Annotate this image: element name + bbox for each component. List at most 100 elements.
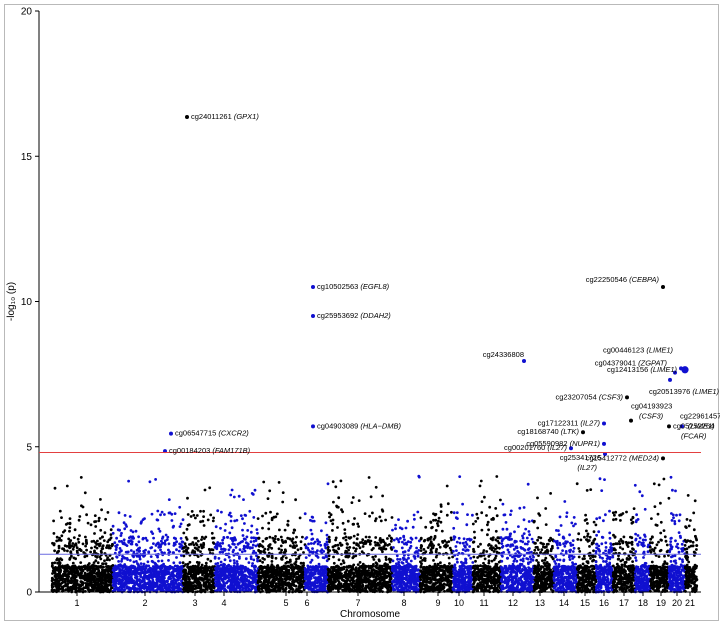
data-point xyxy=(283,565,286,569)
data-point xyxy=(92,561,96,564)
data-point xyxy=(242,579,246,583)
data-point xyxy=(74,575,78,579)
data-point xyxy=(138,587,142,591)
data-point xyxy=(403,538,406,542)
data-point xyxy=(158,566,162,570)
data-point xyxy=(332,565,335,569)
data-point xyxy=(86,521,90,525)
data-point xyxy=(171,525,175,529)
data-point xyxy=(249,588,253,592)
data-point xyxy=(113,581,116,585)
data-point xyxy=(114,564,117,568)
data-point xyxy=(402,535,406,539)
data-point xyxy=(223,584,226,587)
data-point xyxy=(66,582,70,586)
data-point xyxy=(224,522,228,526)
data-point xyxy=(151,560,155,564)
data-point xyxy=(241,588,244,592)
data-point xyxy=(258,559,262,563)
data-point xyxy=(295,535,298,539)
data-point xyxy=(232,571,236,574)
data-point xyxy=(137,563,140,567)
data-point xyxy=(352,574,356,577)
data-point xyxy=(141,571,145,575)
data-point xyxy=(120,531,123,535)
data-point xyxy=(274,556,278,560)
data-point xyxy=(68,544,72,548)
data-point xyxy=(98,544,101,547)
data-point xyxy=(139,562,143,565)
data-point xyxy=(127,540,131,544)
data-point xyxy=(291,588,295,591)
data-point xyxy=(188,577,191,581)
data-point xyxy=(248,509,252,513)
data-point xyxy=(307,587,311,591)
data-point xyxy=(400,546,404,550)
data-point xyxy=(142,579,146,583)
data-point xyxy=(311,547,314,550)
data-point xyxy=(304,537,308,540)
data-point xyxy=(378,515,382,519)
data-point xyxy=(113,568,116,571)
data-point xyxy=(90,564,94,568)
data-point xyxy=(72,536,76,539)
data-point xyxy=(230,488,234,492)
data-point xyxy=(175,540,179,544)
data-point xyxy=(344,538,348,542)
data-point xyxy=(320,579,324,583)
data-point xyxy=(315,565,319,568)
data-point xyxy=(183,542,187,546)
data-point xyxy=(219,567,223,570)
data-point xyxy=(63,549,66,552)
data-point xyxy=(67,565,71,569)
data-point xyxy=(144,565,148,568)
data-point xyxy=(105,544,109,547)
data-point xyxy=(144,582,148,585)
data-point xyxy=(302,561,305,565)
data-point xyxy=(367,476,371,479)
data-point xyxy=(196,548,200,552)
data-point xyxy=(409,540,413,544)
data-point xyxy=(203,564,207,568)
data-point xyxy=(392,546,395,549)
data-point xyxy=(81,542,85,546)
data-point xyxy=(266,497,270,500)
data-point xyxy=(266,555,270,558)
data-point xyxy=(367,540,370,543)
data-point xyxy=(218,550,222,554)
data-point xyxy=(94,559,98,563)
data-point xyxy=(160,579,164,583)
data-point xyxy=(378,571,382,575)
data-point xyxy=(291,571,295,575)
data-point xyxy=(316,539,320,543)
data-point xyxy=(51,561,54,565)
data-point xyxy=(200,563,204,567)
data-point xyxy=(89,550,92,554)
data-point xyxy=(118,578,122,582)
data-point xyxy=(336,588,340,592)
data-point xyxy=(227,572,231,576)
data-point xyxy=(251,546,254,550)
data-point xyxy=(309,561,312,564)
data-point xyxy=(310,532,314,536)
data-point xyxy=(250,564,254,568)
y-tick-label: 0 xyxy=(26,588,32,599)
data-point xyxy=(381,564,384,568)
data-point xyxy=(101,544,105,548)
data-point xyxy=(322,550,326,553)
data-point xyxy=(228,531,232,535)
data-point xyxy=(257,555,260,559)
data-point xyxy=(374,536,378,539)
data-point xyxy=(82,577,85,580)
data-point xyxy=(114,572,118,575)
data-point xyxy=(74,543,78,547)
data-point xyxy=(388,534,391,538)
data-point xyxy=(81,587,85,591)
data-point xyxy=(210,566,214,569)
data-point xyxy=(193,584,197,587)
data-point xyxy=(103,531,107,535)
data-point xyxy=(370,569,374,573)
data-point xyxy=(93,532,96,535)
data-point xyxy=(210,580,213,583)
data-point xyxy=(302,551,305,554)
